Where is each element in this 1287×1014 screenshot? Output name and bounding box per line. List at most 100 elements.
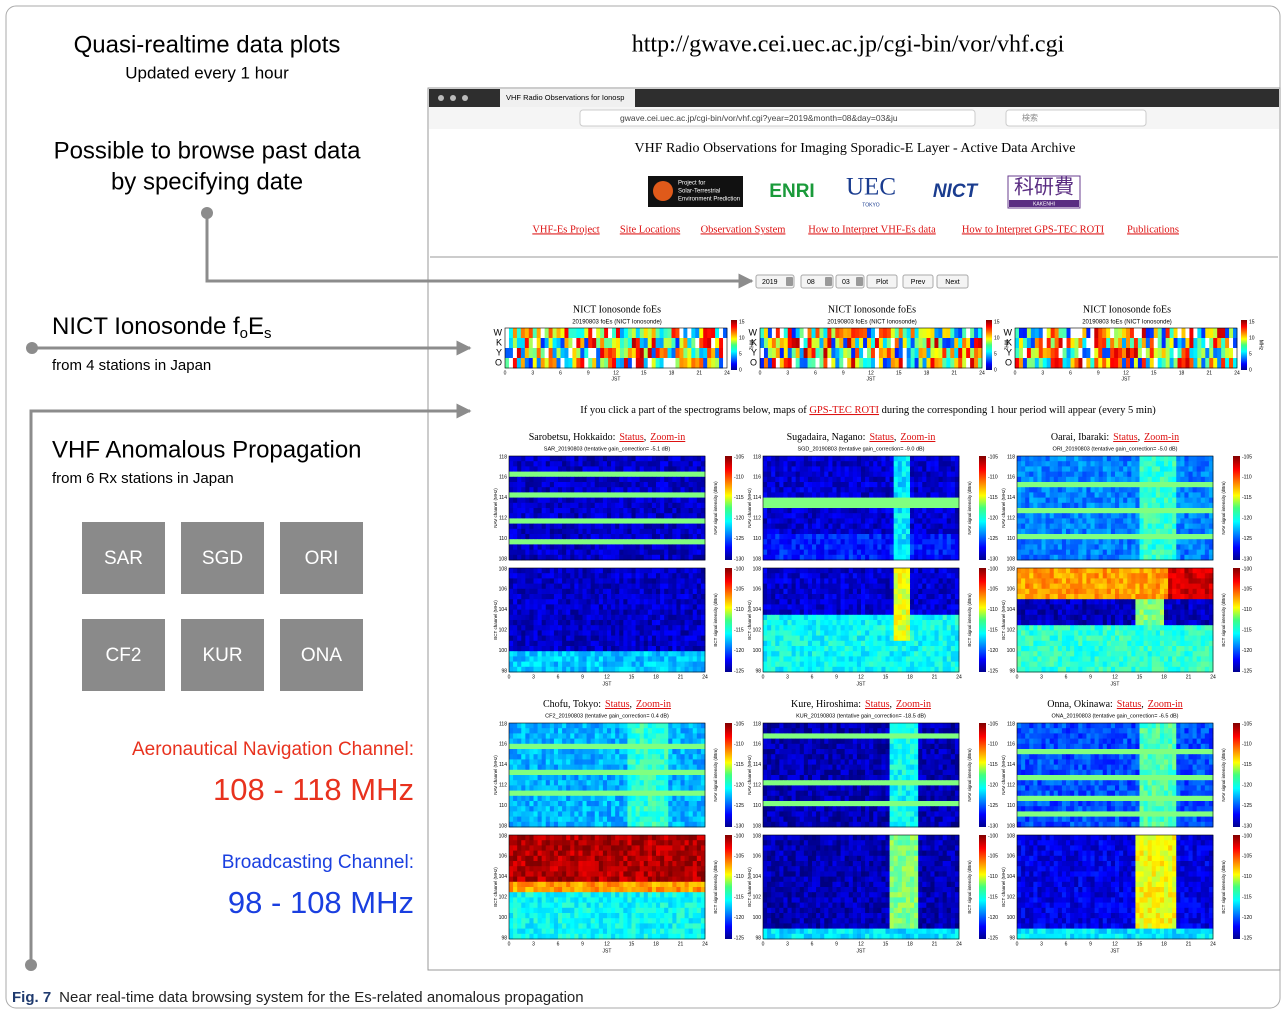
ionogram-cell xyxy=(1078,328,1082,338)
spectrogram-cell xyxy=(534,550,538,556)
spectrogram-cell xyxy=(943,656,947,662)
ionogram-cell xyxy=(938,348,942,358)
spectrogram-cell xyxy=(607,550,611,556)
spectrogram-cell xyxy=(832,513,836,519)
spectrogram-cell xyxy=(832,594,836,600)
status-link[interactable]: Status xyxy=(869,432,894,443)
spectrogram-cell xyxy=(697,599,701,605)
spectrogram-cell xyxy=(926,477,930,483)
spectrogram-cell xyxy=(656,594,660,600)
spectrogram-cell xyxy=(676,656,680,662)
spectrogram-cell xyxy=(849,539,853,545)
spectrogram-cell xyxy=(951,656,955,662)
spectrogram-cell xyxy=(788,555,792,561)
spectrogram-cell xyxy=(652,461,656,467)
nav-link[interactable]: How to Interpret GPS-TEC ROTI xyxy=(962,224,1105,235)
spectrogram-cell xyxy=(627,656,631,662)
spectrogram-cell xyxy=(1037,466,1041,472)
ionogram-cell xyxy=(1039,358,1043,368)
spectrogram-cell xyxy=(800,529,804,535)
spectrogram-cell xyxy=(583,472,587,478)
ionogram-cell xyxy=(711,338,715,348)
spectrogram-cell xyxy=(796,620,800,626)
spectrogram-cell xyxy=(681,534,685,540)
spectrogram-cell xyxy=(619,625,623,631)
annotation: NICT Ionosonde foEs xyxy=(52,313,272,342)
spectrogram-cell xyxy=(640,646,644,652)
spectrogram-cell xyxy=(578,610,582,616)
spectrogram-cell xyxy=(865,630,869,636)
spectrogram-cell xyxy=(763,508,767,514)
zoom-link[interactable]: Zoom-in xyxy=(900,432,935,443)
spectrogram-cell xyxy=(693,651,697,657)
ionogram-cell xyxy=(816,358,820,368)
ionogram-cell xyxy=(812,348,816,358)
spectrogram-cell xyxy=(943,513,947,519)
spectrogram-cell xyxy=(644,667,648,673)
spectrogram-cell xyxy=(1037,461,1041,467)
subheading: Updated every 1 hour xyxy=(125,63,289,82)
spectrogram-cell xyxy=(636,594,640,600)
spectrogram-cell xyxy=(574,524,578,530)
spectrogram-cell xyxy=(832,610,836,616)
status-link[interactable]: Status xyxy=(619,432,644,443)
spectrogram-cell xyxy=(935,524,939,530)
spectrogram-cell xyxy=(627,456,631,462)
spectrogram-cell xyxy=(656,584,660,590)
spectrogram-cell xyxy=(788,498,792,504)
ionogram-cell xyxy=(962,338,966,348)
zoom-link[interactable]: Zoom-in xyxy=(1144,432,1179,443)
spectrogram-cell xyxy=(841,472,845,478)
ionogram-cell xyxy=(1205,328,1209,338)
spectrogram-cell xyxy=(816,492,820,498)
spectrogram-cell xyxy=(832,508,836,514)
spectrogram-cell xyxy=(873,456,877,462)
nav-link[interactable]: Observation System xyxy=(701,224,786,235)
spectrogram-cell xyxy=(689,651,693,657)
station-letter: W xyxy=(749,327,758,337)
spectrogram-cell xyxy=(583,498,587,504)
spectrogram-cell xyxy=(672,667,676,673)
spectrogram-cell xyxy=(611,636,615,642)
zoom-link[interactable]: Zoom-in xyxy=(650,432,685,443)
nav-link[interactable]: VHF-Es Project xyxy=(532,224,599,235)
spectrogram-cell xyxy=(808,620,812,626)
spectrogram-cell xyxy=(636,534,640,540)
spectrogram-cell xyxy=(914,461,918,467)
spectrogram-cell xyxy=(877,518,881,524)
spectrogram-cell xyxy=(841,599,845,605)
ionogram-cell xyxy=(576,328,580,338)
spectrogram-cell xyxy=(664,513,668,519)
spectrogram-cell xyxy=(668,461,672,467)
spectrogram-cell xyxy=(828,646,832,652)
spectrogram-cell xyxy=(656,589,660,595)
status-link[interactable]: Status xyxy=(1113,432,1138,443)
nav-link[interactable]: Site Locations xyxy=(620,224,680,235)
spectrogram-cell xyxy=(816,539,820,545)
nav-link[interactable]: How to Interpret VHF-Es data xyxy=(808,224,936,235)
spectrogram-cell xyxy=(595,492,599,498)
spectrogram-cell xyxy=(619,646,623,652)
spectrogram-cell xyxy=(644,524,648,530)
spectrogram-cell xyxy=(816,651,820,657)
spectrogram-cell xyxy=(636,646,640,652)
spectrogram-cell xyxy=(1107,472,1111,478)
spectrogram-cell xyxy=(566,498,570,504)
tab-title[interactable]: VHF Radio Observations for Ionosp xyxy=(506,93,624,102)
spectrogram-cell xyxy=(595,466,599,472)
spectrogram-cell xyxy=(1099,477,1103,483)
spectrogram-cell xyxy=(587,482,591,488)
station-label: CF2 xyxy=(106,645,142,666)
tick-label: 18 xyxy=(924,370,930,376)
spectrogram-cell xyxy=(837,599,841,605)
spectrogram-cell xyxy=(894,651,898,657)
spectrogram-cell xyxy=(828,508,832,514)
spectrogram-cell xyxy=(930,625,934,631)
spectrogram-cell xyxy=(644,508,648,514)
spectrogram-cell xyxy=(902,456,906,462)
nav-link[interactable]: Publications xyxy=(1127,224,1179,235)
spectrogram-cell xyxy=(951,604,955,610)
spectrogram-cell xyxy=(824,503,828,509)
notice-link[interactable]: GPS-TEC ROTI xyxy=(809,405,879,416)
ionogram-cell xyxy=(923,358,927,368)
